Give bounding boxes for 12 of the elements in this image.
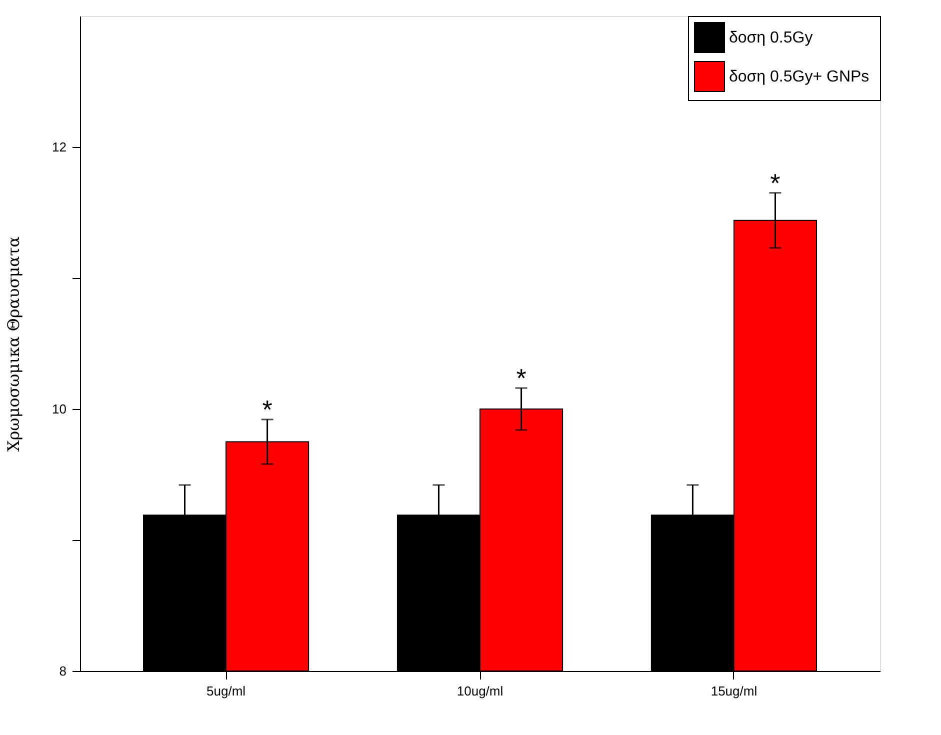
x-tick-label: 15ug/ml — [710, 684, 758, 698]
x-tick-label: 10ug/ml — [456, 684, 504, 698]
legend-label: δοση 0.5Gy+ GNPs — [729, 68, 870, 86]
legend-label: δοση 0.5Gy — [729, 30, 813, 46]
y-tick-label: 10 — [52, 402, 66, 416]
annotation: * — [516, 363, 526, 394]
annotation: * — [770, 168, 780, 198]
y-tick-label: 8 — [59, 664, 66, 678]
annotation: * — [262, 394, 272, 424]
x-tick-label: 5ug/ml — [206, 684, 246, 698]
y-tick-label: 12 — [52, 140, 66, 154]
y-axis-title: Χρωμοσωμικα Θραυσματα — [4, 236, 24, 452]
